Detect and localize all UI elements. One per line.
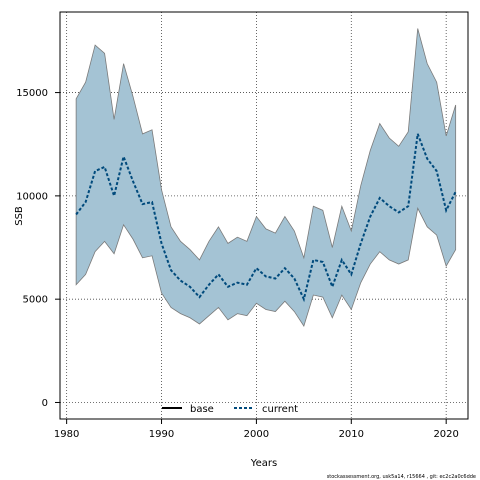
- series-line-current: [75, 133, 457, 303]
- x-axis: 1980 1990 2000 2010 2020: [54, 419, 459, 440]
- y-tick-label-1: 5000: [23, 295, 48, 306]
- legend: base current: [162, 404, 298, 415]
- x-tick-label-4: 2020: [433, 429, 458, 440]
- y-tick-label-0: 0: [42, 398, 48, 409]
- confidence-band: [75, 28, 457, 327]
- x-axis-label: Years: [250, 458, 277, 469]
- legend-label-base: base: [190, 404, 214, 415]
- y-axis-label: SSB: [14, 206, 25, 226]
- credit-footer: stockassessment.org, usk5a14, r15664 , g…: [327, 474, 476, 480]
- x-tick-label-1: 1990: [149, 429, 174, 440]
- series-layer: [75, 133, 457, 303]
- x-tick-label-2: 2000: [244, 429, 269, 440]
- ssb-confidence-band: [75, 28, 457, 327]
- x-tick-label-3: 2010: [339, 429, 364, 440]
- plot-frame: [59, 11, 469, 420]
- y-axis: 0 5000 10000 15000: [16, 88, 60, 409]
- legend-label-current: current: [262, 404, 298, 415]
- x-tick-label-0: 1980: [54, 429, 79, 440]
- y-tick-label-2: 10000: [16, 191, 48, 202]
- y-tick-label-3: 15000: [16, 88, 48, 99]
